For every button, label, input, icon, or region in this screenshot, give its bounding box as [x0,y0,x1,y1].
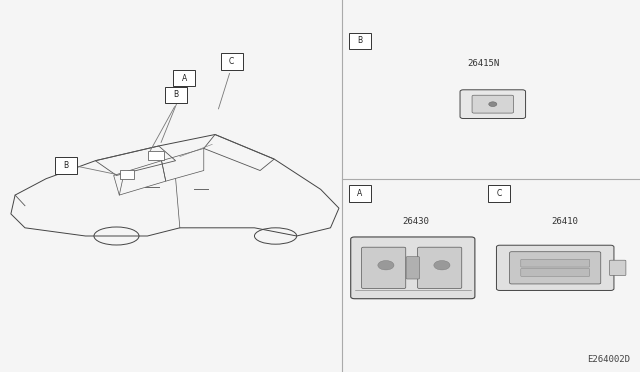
FancyBboxPatch shape [509,252,601,284]
Text: B: B [357,36,362,45]
Text: 26415N: 26415N [467,59,499,68]
FancyBboxPatch shape [497,245,614,291]
FancyBboxPatch shape [488,185,510,202]
FancyBboxPatch shape [351,237,475,299]
FancyBboxPatch shape [55,157,77,174]
FancyBboxPatch shape [349,33,371,49]
FancyBboxPatch shape [521,269,589,276]
FancyBboxPatch shape [165,87,187,103]
FancyBboxPatch shape [362,247,406,289]
FancyBboxPatch shape [417,247,462,289]
FancyBboxPatch shape [460,90,525,119]
Text: A: A [182,74,187,83]
Text: B: B [63,161,68,170]
Text: A: A [357,189,362,198]
FancyBboxPatch shape [349,185,371,202]
Text: C: C [496,189,502,198]
Circle shape [489,102,497,106]
FancyBboxPatch shape [221,53,243,70]
Circle shape [434,260,450,270]
FancyBboxPatch shape [120,170,134,179]
Text: B: B [173,90,179,99]
FancyBboxPatch shape [406,257,419,279]
FancyBboxPatch shape [148,151,164,160]
Text: E264002D: E264002D [588,355,630,364]
Text: 26410: 26410 [552,217,578,226]
FancyBboxPatch shape [472,95,513,113]
FancyBboxPatch shape [609,260,626,276]
Text: C: C [229,57,234,66]
Circle shape [378,260,394,270]
FancyBboxPatch shape [173,70,195,86]
FancyBboxPatch shape [521,259,589,267]
Text: 26430: 26430 [403,217,429,226]
